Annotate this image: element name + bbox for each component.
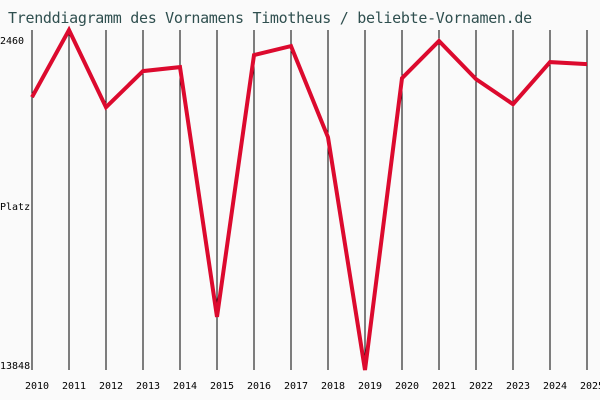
x-tick-label: 2025 [579, 381, 600, 392]
x-tick-label: 2013 [135, 381, 161, 392]
y-axis-title: Platz [0, 202, 31, 213]
x-tick-label: 2015 [209, 381, 235, 392]
x-tick-label: 2017 [283, 381, 309, 392]
x-tick-label: 2024 [542, 381, 568, 392]
x-tick-label: 2014 [172, 381, 198, 392]
x-tick-label: 2022 [468, 381, 494, 392]
x-tick-label: 2020 [394, 381, 420, 392]
x-tick-label: 2021 [431, 381, 457, 392]
chart-title: Trenddiagramm des Vornamens Timotheus / … [8, 9, 532, 27]
x-tick-label: 2019 [357, 381, 383, 392]
x-tick-label: 2018 [320, 381, 346, 392]
x-tick-label: 2010 [24, 381, 50, 392]
series-line [30, 25, 588, 371]
y-axis-max-label: 2460 [0, 36, 25, 47]
x-tick-label: 2023 [505, 381, 531, 392]
y-axis-min-label: 13848 [0, 361, 31, 372]
x-tick-label: 2012 [98, 381, 124, 392]
x-tick-label: 2016 [246, 381, 272, 392]
x-tick-label: 2011 [61, 381, 87, 392]
